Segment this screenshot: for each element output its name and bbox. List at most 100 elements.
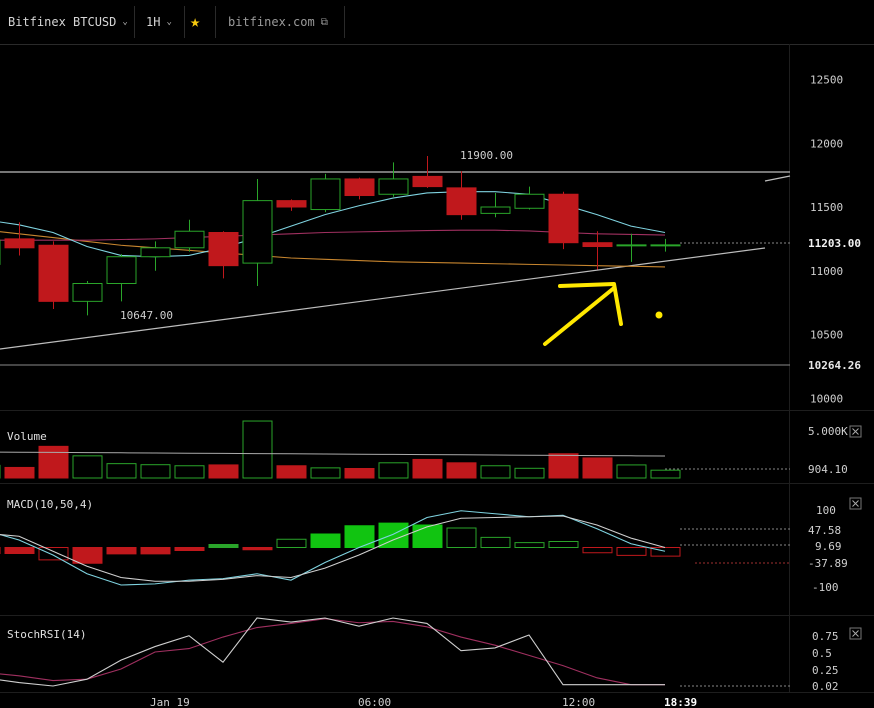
candle-body [378,178,409,195]
symbol-selector[interactable]: Bitfinex BTCUSD ⌄ [8,0,128,44]
macd-value-label: 47.58 [808,524,841,537]
favorite-star-icon[interactable]: ★ [190,12,201,32]
time-tick-label: 06:00 [358,696,391,708]
candle-body [242,200,273,264]
macd-tick-100: 100 [816,504,836,517]
candle-body [650,244,681,247]
price-pane: 11900.00 10647.00 12500 12000 11500 11000 10… [0,74,861,405]
high-price-annotation: 11900.00 [460,149,513,162]
current-time-label: 18:39 [664,696,697,708]
stochrsi-tick: 0.25 [812,664,839,677]
candle-body [106,256,137,285]
macd-pane: MACD(10,50,4) 100 47.58 9.69 -37.89 -100 [0,497,862,594]
macd-histogram-bar [650,547,681,557]
candle-body [140,247,171,258]
close-icon [852,500,859,507]
candle-body [344,178,375,197]
site-link[interactable]: bitfinex.com ⧉ [228,0,328,44]
candle-body [276,200,307,208]
candle-body [616,244,647,247]
external-link-icon: ⧉ [320,16,328,28]
candle-body [174,230,205,249]
interval-selector[interactable]: 1H ⌄ [146,0,172,44]
candle-body [514,193,545,209]
macd-signal-line [0,515,666,582]
volume-bar [106,463,137,479]
volume-bar [412,458,443,479]
macd-histogram-bar [378,522,409,548]
volume-bar [378,462,409,479]
macd-histogram-bar [616,547,647,556]
macd-histogram-bar [208,544,239,548]
price-tick-label: 10500 [810,329,843,342]
volume-ma-line [0,451,666,457]
toolbar-divider [215,6,216,38]
close-pane-button[interactable] [849,497,862,510]
volume-bar [140,464,171,479]
macd-histogram-bar [4,547,35,554]
macd-histogram-bar [480,536,511,548]
volume-max-label: 5.000K [808,425,848,438]
candle-body [412,175,443,188]
candle-body [38,244,69,302]
volume-bar [480,465,511,479]
volume-bar [514,467,545,479]
candle-body [480,206,511,214]
price-tick-label: 12000 [810,137,843,150]
stochrsi-tick: 0.02 [812,680,839,693]
macd-histogram-bar [106,547,137,555]
close-icon [852,428,859,435]
stochrsi-k-line [0,617,665,687]
last-price-label: 11203.00 [808,237,861,250]
macd-histogram-bar [72,547,103,564]
stochrsi-d-line [0,618,665,686]
candle-body [548,193,579,244]
toolbar-divider [134,6,135,38]
macd-histogram-bar [140,547,171,555]
candle-body [582,242,613,248]
support-trendline [0,247,766,350]
arrow-annotation-icon [543,282,663,346]
volume-bar [242,420,273,479]
histogram-value-label: -37.89 [808,557,848,570]
toolbar-divider [184,6,185,38]
volume-bar [548,453,579,479]
signal-value-label: 9.69 [815,540,842,553]
close-pane-button[interactable] [849,627,862,640]
macd-histogram-bar [344,525,375,548]
stochrsi-tick: 0.75 [812,630,839,643]
time-tick-label: Jan 19 [150,696,190,708]
volume-last-label: 904.10 [808,463,848,476]
chevron-down-icon: ⌄ [122,17,128,27]
chevron-down-icon: ⌄ [166,17,172,27]
macd-title: MACD(10,50,4) [7,498,93,511]
macd-histogram-bar [310,533,341,548]
candle-body [208,232,239,267]
volume-bar [276,465,307,479]
macd-tick-minus-100: -100 [812,581,839,594]
volume-bar [344,468,375,479]
volume-bar [72,455,103,479]
macd-histogram-bar [514,542,545,548]
price-tick-label: 10000 [810,392,843,405]
time-axis: Jan 19 06:00 12:00 18:39 [150,696,697,708]
volume-bar [208,464,239,479]
macd-histogram-bar [38,547,69,561]
stochrsi-pane: StochRSI(14) 0.75 0.5 0.25 0.02 [0,617,862,693]
volume-pane: Volume 5.000K 904.10 [0,420,862,479]
price-tick-label: 11000 [810,265,843,278]
resistance-line-extension [764,175,791,182]
ma-slow-line [0,231,666,268]
macd-histogram-bar [174,547,205,551]
volume-bar [174,465,205,479]
candle-body [310,178,341,211]
chart-toolbar: Bitfinex BTCUSD ⌄ 1H ⌄ ★ bitfinex.com ⧉ [0,0,874,45]
interval-label: 1H [146,15,161,29]
close-pane-button[interactable] [849,425,862,438]
price-tick-label: 11500 [810,201,843,214]
symbol-label: Bitfinex BTCUSD [8,15,117,29]
stochrsi-title: StochRSI(14) [7,628,86,641]
macd-histogram-bar [446,527,477,548]
volume-bar [616,464,647,479]
